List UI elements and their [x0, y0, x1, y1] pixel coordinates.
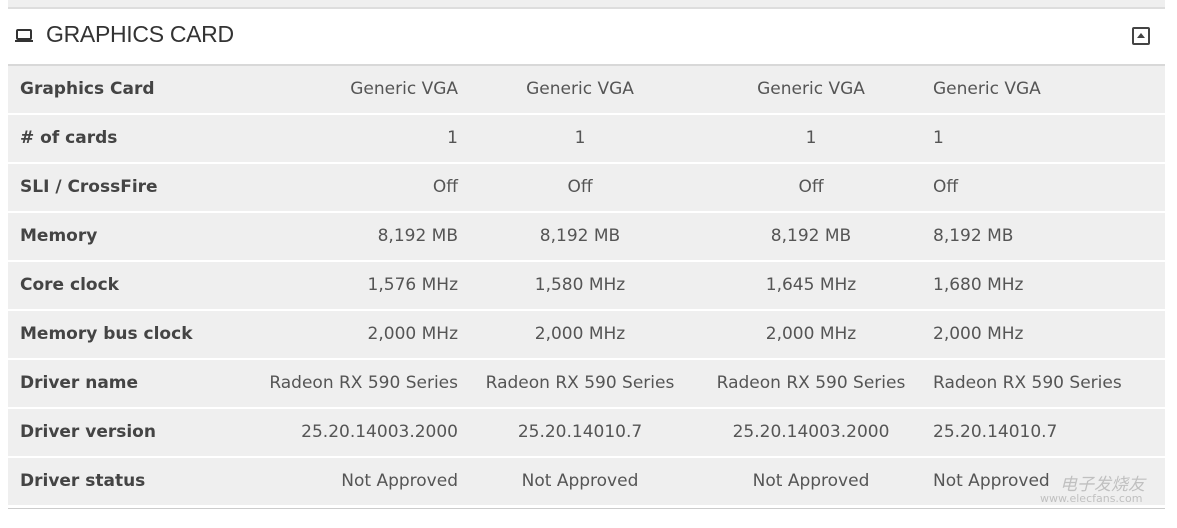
cell-value: 25.20.14010.7 — [517, 422, 643, 442]
cell-value: Radeon RX 590 Series — [716, 373, 906, 393]
cell-value: 2,000 MHz — [367, 324, 458, 344]
cell-value: 1 — [574, 128, 586, 148]
table-row: Graphics Card Generic VGA Generic VGA Gener… — [8, 66, 1165, 113]
table-row: Driver status Not Approved Not Approved Not… — [8, 458, 1165, 505]
table-row: Core clock 1,576 MHz 1,580 MHz 1,645 MHz 1,6… — [8, 262, 1165, 309]
cell-value: Not Approved — [933, 471, 1050, 491]
watermark-cn: 电子发烧友 — [1060, 475, 1145, 495]
cell-value: 2,000 MHz — [765, 324, 857, 344]
cell-value: Generic VGA — [933, 79, 1041, 99]
cell-value: 1,680 MHz — [933, 275, 1024, 295]
cell-value: 1 — [933, 128, 944, 148]
cell-value: 2,000 MHz — [933, 324, 1024, 344]
cell-value: 8,192 MB — [539, 226, 621, 246]
row-label: Driver status — [20, 471, 146, 491]
cell-value: Radeon RX 590 Series — [485, 373, 675, 393]
table-row: Memory bus clock 2,000 MHz 2,000 MHz 2,000 … — [8, 311, 1165, 358]
row-label: Driver version — [20, 422, 156, 442]
cell-value: 1 — [447, 128, 458, 148]
cell-value: Not Approved — [521, 471, 639, 491]
row-label: # of cards — [20, 128, 118, 148]
section-header: GRAPHICS CARD — [8, 9, 1165, 66]
cell-value: 1,576 MHz — [367, 275, 458, 295]
divider — [8, 508, 1165, 509]
row-label: SLI / CrossFire — [20, 177, 158, 197]
collapse-button[interactable] — [1132, 27, 1150, 45]
cell-value: 8,192 MB — [770, 226, 852, 246]
table-row: Driver name Radeon RX 590 Series Radeon RX… — [8, 360, 1165, 407]
cell-value: Off — [798, 177, 824, 197]
cell-value: 1,580 MHz — [534, 275, 626, 295]
cell-value: 1 — [805, 128, 817, 148]
cell-value: 2,000 MHz — [534, 324, 626, 344]
graphics-card-table: Graphics Card Generic VGA Generic VGA Gener… — [8, 66, 1165, 507]
cell-value: Generic VGA — [757, 79, 865, 99]
cell-value: 1,645 MHz — [765, 275, 857, 295]
section-title: GRAPHICS CARD — [46, 21, 234, 47]
cell-value: Not Approved — [341, 471, 458, 491]
cell-value: 25.20.14003.2000 — [732, 422, 890, 442]
cell-value: 8,192 MB — [933, 226, 1014, 246]
row-label: Memory bus clock — [20, 324, 193, 344]
table-row: SLI / CrossFire Off Off Off Off — [8, 164, 1165, 211]
table-row: # of cards 1 1 1 1 — [8, 115, 1165, 162]
previous-section-edge — [8, 0, 1165, 9]
table-row: Driver version 25.20.14003.2000 25.20.1401… — [8, 409, 1165, 456]
cell-value: 25.20.14010.7 — [933, 422, 1058, 442]
cell-value: Radeon RX 590 Series — [933, 373, 1122, 393]
monitor-icon — [15, 29, 33, 42]
row-label: Graphics Card — [20, 79, 155, 99]
cell-value: Off — [432, 177, 458, 197]
cell-value: 25.20.14003.2000 — [301, 422, 458, 442]
row-label: Core clock — [20, 275, 119, 295]
cell-value: Generic VGA — [350, 79, 458, 99]
cell-value: Off — [933, 177, 959, 197]
row-label: Driver name — [20, 373, 139, 393]
cell-value: Generic VGA — [526, 79, 634, 99]
row-label: Memory — [20, 226, 98, 246]
watermark-url: www.elecfans.com — [1040, 492, 1143, 505]
cell-value: Radeon RX 590 Series — [269, 373, 458, 393]
cell-value: Off — [567, 177, 593, 197]
watermark: 电子发烧友 www.elecfans.com — [1040, 475, 1145, 506]
cell-value: 8,192 MB — [377, 226, 458, 246]
table-row: Memory 8,192 MB 8,192 MB 8,192 MB 8,192 MB — [8, 213, 1165, 260]
cell-value: Not Approved — [752, 471, 870, 491]
